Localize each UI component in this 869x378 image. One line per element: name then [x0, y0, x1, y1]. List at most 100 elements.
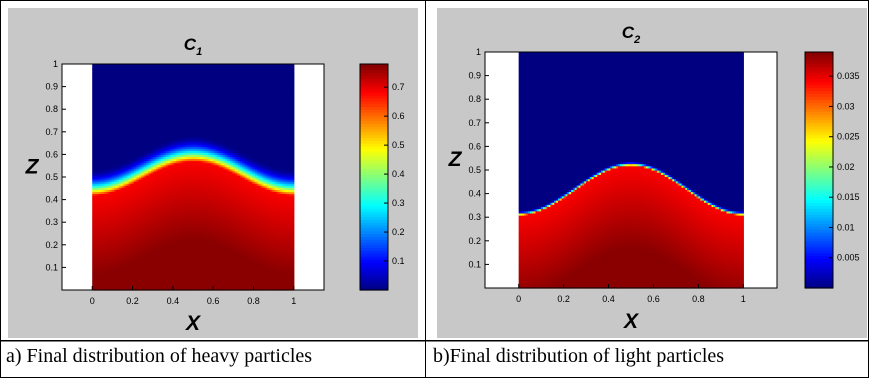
heatmap-cell — [115, 203, 119, 207]
heatmap-cell — [95, 111, 98, 114]
heatmap-cell — [120, 66, 124, 69]
heatmap-cell — [139, 150, 142, 153]
heatmap-cell — [103, 232, 107, 236]
heatmap-cell — [107, 257, 110, 260]
heatmap-cell — [125, 226, 129, 229]
heatmap-cell — [107, 271, 110, 275]
heatmap-cell — [130, 273, 134, 277]
heatmap-cell — [119, 259, 122, 262]
heatmap-cell — [127, 238, 130, 242]
heatmap-cell — [119, 255, 122, 258]
heatmap-cell — [107, 94, 110, 98]
heatmap-cell — [137, 78, 140, 82]
heatmap-cell — [115, 220, 119, 223]
heatmap-cell — [145, 103, 149, 106]
heatmap-cell — [127, 242, 130, 246]
heatmap-cell — [95, 246, 98, 250]
heatmap-cell — [120, 205, 124, 209]
heatmap-cell — [92, 234, 95, 238]
heatmap-cell — [144, 279, 147, 283]
heatmap-cell — [139, 146, 142, 149]
heatmap-cell — [129, 203, 132, 207]
heatmap-cell — [124, 275, 127, 279]
heatmap-cell — [98, 209, 102, 213]
heatmap-cell — [137, 230, 140, 234]
heatmap-cell — [103, 240, 107, 244]
heatmap-cell — [105, 150, 108, 153]
heatmap-cell — [105, 172, 108, 176]
heatmap-cell — [103, 131, 107, 135]
heatmap-cell — [127, 269, 130, 273]
heatmap-cell — [137, 150, 140, 153]
heatmap-cell — [107, 203, 110, 207]
heatmap-cell — [92, 109, 95, 112]
heatmap-cell — [93, 216, 97, 219]
heatmap-cell — [130, 103, 134, 106]
heatmap-cell — [145, 187, 149, 190]
heatmap-cell — [134, 281, 137, 285]
heatmap-cell — [110, 275, 113, 279]
heatmap-cell — [114, 98, 117, 102]
heatmap-cell — [120, 156, 124, 160]
heatmap-cell — [93, 162, 97, 166]
heatmap-cell — [93, 100, 97, 104]
heatmap-cell — [142, 121, 145, 125]
heatmap-cell — [135, 232, 139, 236]
heatmap-cell — [144, 88, 147, 92]
heatmap-cell — [109, 82, 112, 86]
heatmap-cell — [120, 113, 124, 116]
heatmap-cell — [93, 66, 97, 69]
heatmap-cell — [115, 107, 119, 110]
heatmap-cell — [139, 250, 142, 254]
heatmap-cell — [103, 185, 107, 188]
heatmap-cell — [107, 253, 110, 256]
heatmap-cell — [119, 244, 122, 248]
heatmap-cell — [125, 142, 129, 145]
heatmap-cell — [139, 277, 142, 281]
heatmap-cell — [140, 172, 144, 176]
heatmap-cell — [127, 154, 130, 158]
heatmap-cell — [107, 150, 110, 153]
heatmap-cell — [125, 261, 129, 264]
heatmap-cell — [127, 275, 130, 279]
heatmap-cell — [145, 263, 149, 266]
heatmap-cell — [127, 144, 130, 147]
heatmap-cell — [92, 255, 95, 258]
heatmap-cell — [93, 113, 97, 116]
heatmap-cell — [109, 170, 112, 174]
heatmap-cell — [117, 177, 120, 180]
heatmap-cell — [144, 98, 147, 102]
heatmap-cell — [102, 181, 105, 184]
heatmap-cell — [124, 181, 127, 184]
heatmap-cell — [139, 135, 142, 139]
heatmap-cell — [140, 92, 144, 96]
heatmap-cell — [140, 129, 144, 133]
heatmap-cell — [132, 174, 135, 178]
heatmap-cell — [107, 64, 110, 67]
heatmap-cell — [98, 177, 102, 180]
heatmap-cell — [132, 84, 135, 88]
heatmap-cell — [95, 158, 98, 162]
heatmap-cell — [144, 211, 147, 215]
heatmap-cell — [135, 129, 139, 133]
heatmap-cell — [120, 211, 124, 215]
heatmap-cell — [130, 240, 134, 244]
heatmap-cell — [119, 90, 122, 94]
heatmap-cell — [100, 183, 103, 186]
heatmap-cell — [137, 168, 140, 172]
heatmap-cell — [132, 148, 135, 151]
heatmap-cell — [105, 259, 108, 262]
heatmap-cell — [129, 246, 132, 250]
heatmap-cell — [93, 205, 97, 209]
heatmap-cell — [124, 150, 127, 153]
heatmap-cell — [137, 181, 140, 184]
heatmap-cell — [93, 78, 97, 82]
heatmap-cell — [144, 197, 147, 201]
heatmap-cell — [144, 246, 147, 250]
heatmap-cell — [120, 285, 124, 289]
heatmap-cell — [112, 283, 115, 287]
heatmap-cell — [107, 111, 110, 114]
heatmap-cell — [145, 250, 149, 254]
heatmap-cell — [117, 181, 120, 184]
heatmap-cell — [114, 103, 117, 106]
